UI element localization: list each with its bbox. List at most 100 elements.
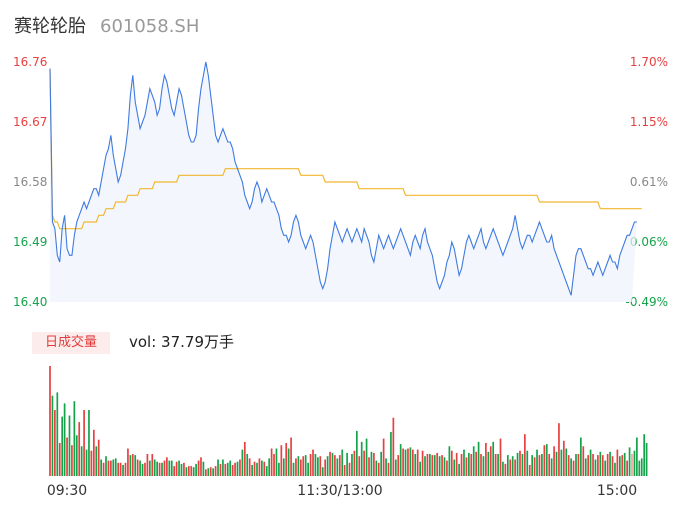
volume-bar [468, 452, 470, 476]
volume-bar [263, 461, 266, 476]
volume-bar [521, 454, 524, 476]
daily-volume-badge: 日成交量 [32, 332, 110, 354]
volume-bar [278, 462, 280, 476]
volume-bar [348, 462, 351, 476]
volume-bar [202, 461, 205, 476]
volume-bar [528, 465, 531, 476]
volume-bar [239, 459, 241, 476]
volume-bar [139, 460, 141, 476]
volume-bar [628, 447, 631, 476]
volume-bar [56, 392, 59, 476]
volume-bar [209, 467, 212, 476]
price-tick-label: 16.40 [13, 295, 47, 309]
volume-bar [207, 468, 210, 476]
volume-bar [570, 458, 572, 476]
volume-bar [580, 437, 582, 476]
price-tick-label: 16.76 [13, 55, 47, 69]
volume-bar [448, 446, 451, 476]
volume-bar [314, 454, 317, 476]
volume-bar [575, 454, 577, 476]
volume-bar [390, 432, 392, 476]
volume-bar [599, 451, 602, 476]
volume-bar [606, 454, 609, 476]
volume-bar [102, 462, 105, 476]
volume-bar [533, 457, 536, 476]
volume-bar [538, 455, 541, 476]
volume-bar [183, 462, 185, 476]
volume-bar [541, 454, 543, 476]
volume-bar [290, 437, 292, 476]
volume-bar [618, 456, 621, 476]
volume-bar [482, 456, 485, 476]
volume-bar [433, 455, 436, 476]
volume-bar [572, 460, 575, 476]
volume-bar [236, 461, 239, 476]
volume-bar [131, 454, 134, 476]
volume-bar [414, 454, 417, 476]
volume-bar [170, 460, 173, 476]
volume-bar [224, 463, 227, 476]
volume-bar [195, 463, 197, 476]
volume-bar [231, 465, 234, 476]
volume-bar [614, 462, 616, 476]
volume-bar [331, 452, 334, 476]
volume-bar [200, 457, 202, 476]
volume-bar [317, 457, 319, 476]
volume-bar [163, 460, 166, 476]
volume-bar [587, 455, 590, 476]
volume-bar [122, 465, 124, 476]
volume-readout: vol: 37.79万手 [129, 333, 234, 351]
volume-bar [190, 466, 193, 476]
time-axis-label: 15:00 [597, 483, 637, 499]
volume-bar [178, 460, 180, 476]
volume-bar [550, 458, 553, 476]
volume-bar [258, 458, 261, 476]
volume-bar [175, 461, 178, 476]
volume-bar [90, 450, 93, 476]
volume-bar [95, 446, 98, 476]
volume-bar [592, 454, 594, 476]
volume-bar [92, 429, 95, 476]
volume-bar [643, 434, 646, 476]
volume-bar [446, 460, 448, 476]
volume-bar [543, 445, 546, 476]
volume-bar [234, 462, 236, 476]
percent-tick-label: 0.61% [630, 175, 668, 189]
volume-bar [531, 455, 534, 476]
volume-bar [460, 454, 463, 476]
volume-bar [297, 456, 300, 476]
volume-bar [616, 449, 619, 476]
volume-bar [329, 451, 331, 476]
volume-bar [107, 460, 110, 476]
volume-bar [562, 440, 565, 476]
volume-bar [633, 450, 636, 476]
volume-bar [58, 443, 61, 476]
volume-bar [438, 456, 441, 476]
volume-bar [129, 455, 132, 476]
volume-bar [511, 456, 514, 476]
volume-bar [73, 401, 76, 476]
volume-bar [524, 434, 526, 476]
volume-bar [604, 460, 607, 476]
volume-bar [611, 456, 614, 476]
volume-bar [494, 454, 497, 476]
volume-bar [526, 450, 529, 476]
volume-bar [399, 444, 402, 476]
volume-bar [411, 449, 414, 476]
volume-bar [71, 445, 73, 476]
volume-bar [299, 459, 302, 476]
volume-bar [282, 458, 285, 476]
volume-bar [205, 469, 207, 476]
stock-code: 601058.SH [100, 16, 200, 37]
volume-bar [470, 454, 473, 476]
volume-bar [270, 448, 273, 476]
volume-bar [265, 466, 268, 476]
volume-bar [119, 462, 122, 476]
volume-bar [134, 455, 137, 476]
volume-bar [638, 460, 641, 476]
volume-bar [475, 451, 477, 476]
volume-bar [334, 455, 336, 476]
volume-bar [351, 454, 353, 476]
volume-bar [341, 449, 344, 476]
volume-bar [516, 452, 519, 476]
